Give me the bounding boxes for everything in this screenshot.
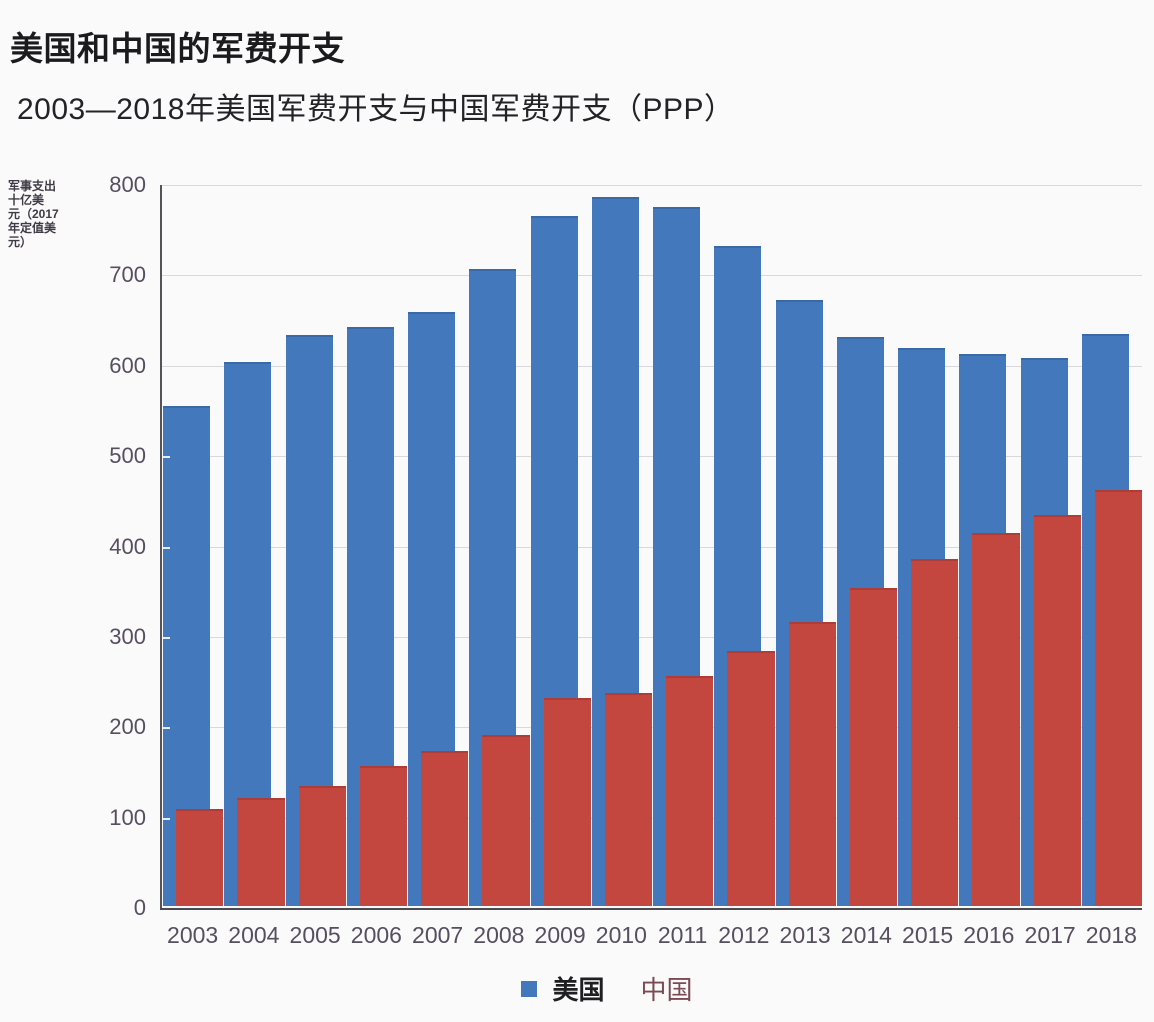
x-axis-label-2010: 2010: [595, 922, 647, 948]
gridline-800: [162, 185, 1142, 186]
chart-legend: 美国 中国: [0, 970, 1154, 1007]
y-tick-label-700: 700: [109, 262, 146, 288]
gridline-300: [162, 636, 1142, 638]
x-axis-label-2006: 2006: [350, 922, 402, 948]
bar-cn-2017: [1033, 514, 1081, 906]
y-axis-line: [160, 185, 162, 910]
bar-cn-2010: [604, 692, 652, 906]
bar-cn-2018: [1094, 490, 1142, 906]
y-tick-label-800: 800: [109, 172, 146, 197]
x-axis-label-2011: 2011: [657, 922, 708, 948]
y-axis-tick-mark-200: [162, 727, 170, 730]
x-axis-label-2012: 2012: [718, 922, 770, 948]
y-axis-unit-line: 元）: [8, 235, 33, 249]
legend-label-us: 美国: [552, 975, 605, 1005]
x-axis-label-2005: 2005: [289, 922, 341, 948]
y-axis-unit-line: 十亿美: [8, 193, 45, 207]
gridline-600: [162, 365, 1142, 367]
bar-cn-2003: [176, 809, 224, 906]
x-axis-label-2008: 2008: [473, 922, 525, 948]
y-tick-label-200: 200: [109, 714, 146, 740]
gridline-100: [162, 817, 1142, 819]
y-tick-label-0: 0: [133, 895, 146, 920]
plot-area: 0 100 200 300 400 500 600 700 800 2003 2004 2005 200…: [109, 172, 1142, 948]
bar-cn-2014: [849, 587, 897, 906]
x-axis-label-2016: 2016: [963, 922, 1015, 948]
y-tick-label-400: 400: [109, 533, 146, 559]
bar-cn-2008: [482, 735, 530, 906]
x-axis-label-2009: 2009: [534, 922, 586, 948]
y-tick-label-100: 100: [109, 804, 146, 830]
y-axis-unit-line: 年定值美: [8, 221, 57, 235]
y-axis-unit-line: 军事支出: [8, 179, 57, 193]
bar-cn-2011: [666, 676, 714, 906]
x-axis-label-2014: 2014: [840, 922, 892, 948]
chart-subtitle: 2003—2018年美国军费开支与中国军费开支（PPP）: [17, 93, 735, 126]
bar-cn-2016: [972, 532, 1020, 906]
chart-title: 美国和中国的军费开支: [10, 30, 345, 67]
y-tick-label-600: 600: [109, 352, 146, 378]
y-tick-label-500: 500: [109, 443, 146, 469]
bar-cn-2007: [421, 750, 469, 906]
y-axis-unit-line: 元（2017: [8, 207, 59, 221]
bar-cn-2004: [237, 798, 285, 906]
gridline-400: [162, 546, 1142, 548]
bar-cn-2013: [788, 622, 836, 906]
x-axis-label-2007: 2007: [412, 922, 464, 948]
bar-cn-2015: [911, 558, 959, 906]
gridline-700: [162, 275, 1142, 277]
gridline-500: [162, 456, 1142, 458]
x-axis-label-2018: 2018: [1085, 922, 1137, 948]
legend-item-us: 美国: [521, 970, 605, 1007]
y-axis-unit-label: 军事支出 十亿美 元（2017 年定值美 元）: [8, 179, 78, 249]
y-axis-tick-mark-500: [162, 456, 170, 459]
y-axis-tick-mark-300: [162, 636, 170, 639]
y-tick-label-300: 300: [109, 623, 146, 649]
x-axis-line: [160, 908, 1142, 910]
us-series-swatch-icon: [521, 980, 538, 997]
x-axis-label-2003: 2003: [167, 922, 219, 948]
bar-cn-2006: [359, 765, 407, 906]
legend-label-cn: 中国: [640, 975, 693, 1005]
gridline-200: [162, 727, 1142, 729]
x-axis-label-2013: 2013: [779, 922, 831, 948]
bar-cn-2012: [727, 651, 775, 906]
x-axis-label-2017: 2017: [1024, 922, 1076, 948]
y-axis-tick-mark-100: [162, 817, 170, 820]
x-axis-label-2004: 2004: [228, 922, 280, 948]
bar-cn-2009: [543, 698, 591, 906]
y-axis-tick-mark-400: [162, 546, 170, 549]
bar-cn-2005: [298, 785, 346, 906]
legend-item-cn: 中国: [641, 970, 693, 1007]
x-axis-label-2015: 2015: [902, 922, 954, 948]
